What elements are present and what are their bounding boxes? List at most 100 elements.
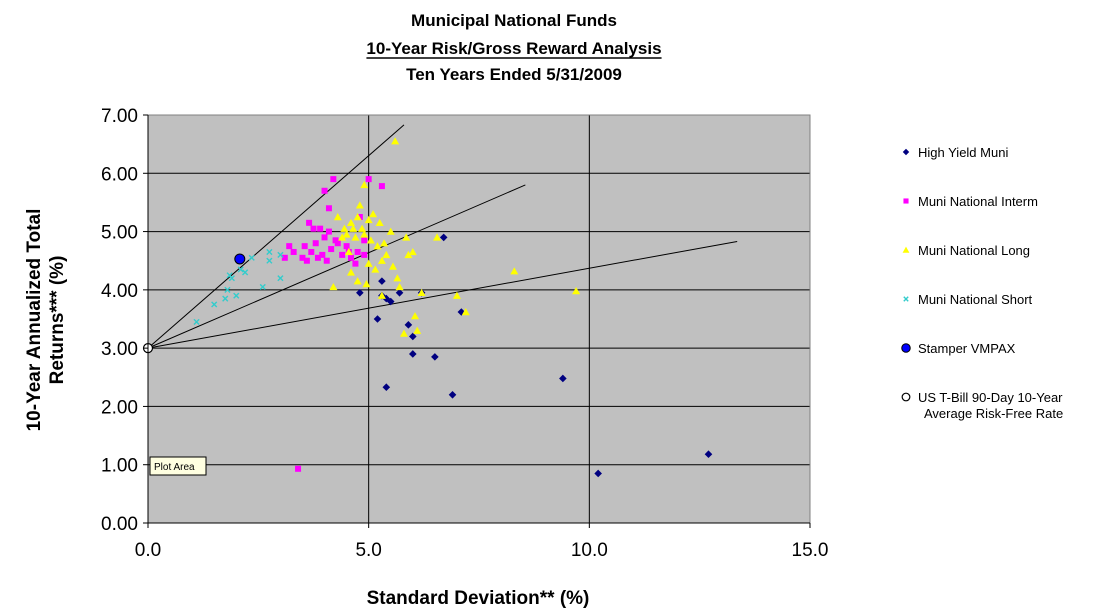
data-point [461,308,470,316]
data-point-stroke-b [248,254,255,261]
y-axis-title: 10-Year Annualized Total Returns*** (%) [24,209,68,432]
data-point-stroke-b [193,318,200,326]
data-point [378,277,386,285]
data-point [360,230,369,238]
data-point [386,227,395,235]
data-point [408,247,417,256]
chart-title: Municipal National Funds 10-Year Risk/Gr… [366,11,662,84]
y-axis-title-line-2: Returns*** (%) [47,256,68,385]
data-point [399,329,408,337]
legend-item-6: US T-Bill 90-Day 10-Year Average Risk-Fre… [901,390,1063,421]
data-point [233,292,240,299]
data-point-stroke-b [228,275,235,282]
reference-line-3 [147,240,738,349]
data-point [222,295,229,302]
x-axis: 0.0 5.0 10.0 15.0 [135,522,828,561]
data-point [319,251,326,258]
data-point [378,183,385,190]
data-point [325,205,332,212]
tooltip-box [149,456,207,476]
legend-marker [901,343,911,353]
data-point [353,213,362,221]
series-5 [234,253,246,265]
data-point [277,251,284,258]
data-point [704,450,713,459]
data-point [317,225,324,232]
legend-marker [902,246,910,253]
data-point [355,201,364,209]
data-point [266,248,273,256]
data-point [356,288,364,297]
data-point [303,257,310,264]
data-point [330,176,337,183]
data-point [391,137,400,145]
data-point [377,256,386,264]
data-point [386,297,395,306]
legend-label-line: US T-Bill 90-Day 10-Year [918,390,1063,405]
legend-label-line: High Yield Muni [918,145,1008,160]
data-point [340,224,349,232]
legend-label: High Yield Muni [918,145,1008,160]
data-point [248,254,255,261]
data-point [329,282,338,291]
series-4 [193,248,284,326]
data-point [457,308,466,316]
data-point [362,280,371,288]
data-point [358,224,367,232]
data-point [559,374,567,383]
data-point [347,218,356,227]
legend-label-line: Average Risk-Free Rate [924,406,1063,421]
y-axis-title-line-1: 10-Year Annualized Total [24,209,45,432]
y-tick-label: 4.00 [101,281,138,302]
data-point [431,353,439,361]
data-point [409,350,417,358]
data-point [411,312,420,320]
data-point [351,233,360,241]
legend-label-line: Muni National Interm [918,194,1038,209]
data-point [290,248,297,255]
data-point [281,254,288,261]
legend-label: Stamper VMPAX [918,341,1016,356]
data-point [377,291,386,299]
data-point [373,242,382,250]
gridlines [148,115,810,523]
data-point [409,332,417,341]
data-point [365,176,372,183]
legend-marker-stroke-b [903,296,909,302]
data-point-stroke-b [266,248,273,256]
data-point [193,318,200,326]
legend-item-1: High Yield Muni [902,145,1008,160]
data-point [369,210,378,218]
x-tick-label: 0.0 [135,540,161,561]
data-point-stroke-b [259,283,266,291]
data-point [321,187,328,194]
legend-item-3: Muni National Long [902,243,1030,258]
chart-title-line-2: 10-Year Risk/Gross Reward Analysis [366,39,661,58]
data-point-stroke-b [266,257,273,264]
data-point-stroke-b [211,301,218,308]
series-3 [329,137,581,337]
x-axis-title: Standard Deviation** (%) [367,588,590,609]
data-point-stroke-b [277,251,284,258]
y-axis: 0.00 1.00 2.00 3.00 4.00 5.00 6.00 7.00 [101,106,149,535]
legend-item-5: Stamper VMPAX [901,341,1016,356]
y-tick-label: 7.00 [101,106,138,127]
legend-label-line: Muni National Short [918,292,1033,307]
legend-marker [901,392,911,402]
y-tick-label: 6.00 [101,164,138,185]
y-tick-label: 1.00 [101,456,138,477]
x-tick-label: 5.0 [355,540,381,561]
data-point [402,233,411,241]
plot-area-background[interactable] [148,115,810,523]
data-point [382,383,391,391]
data-point [371,265,380,273]
data-point [310,225,317,232]
legend-marker [902,148,910,156]
data-point [382,250,391,259]
data-point [306,219,313,226]
legend-marker [903,296,909,302]
reference-line-1 [147,124,405,349]
data-point [339,251,346,258]
data-point [259,283,266,291]
